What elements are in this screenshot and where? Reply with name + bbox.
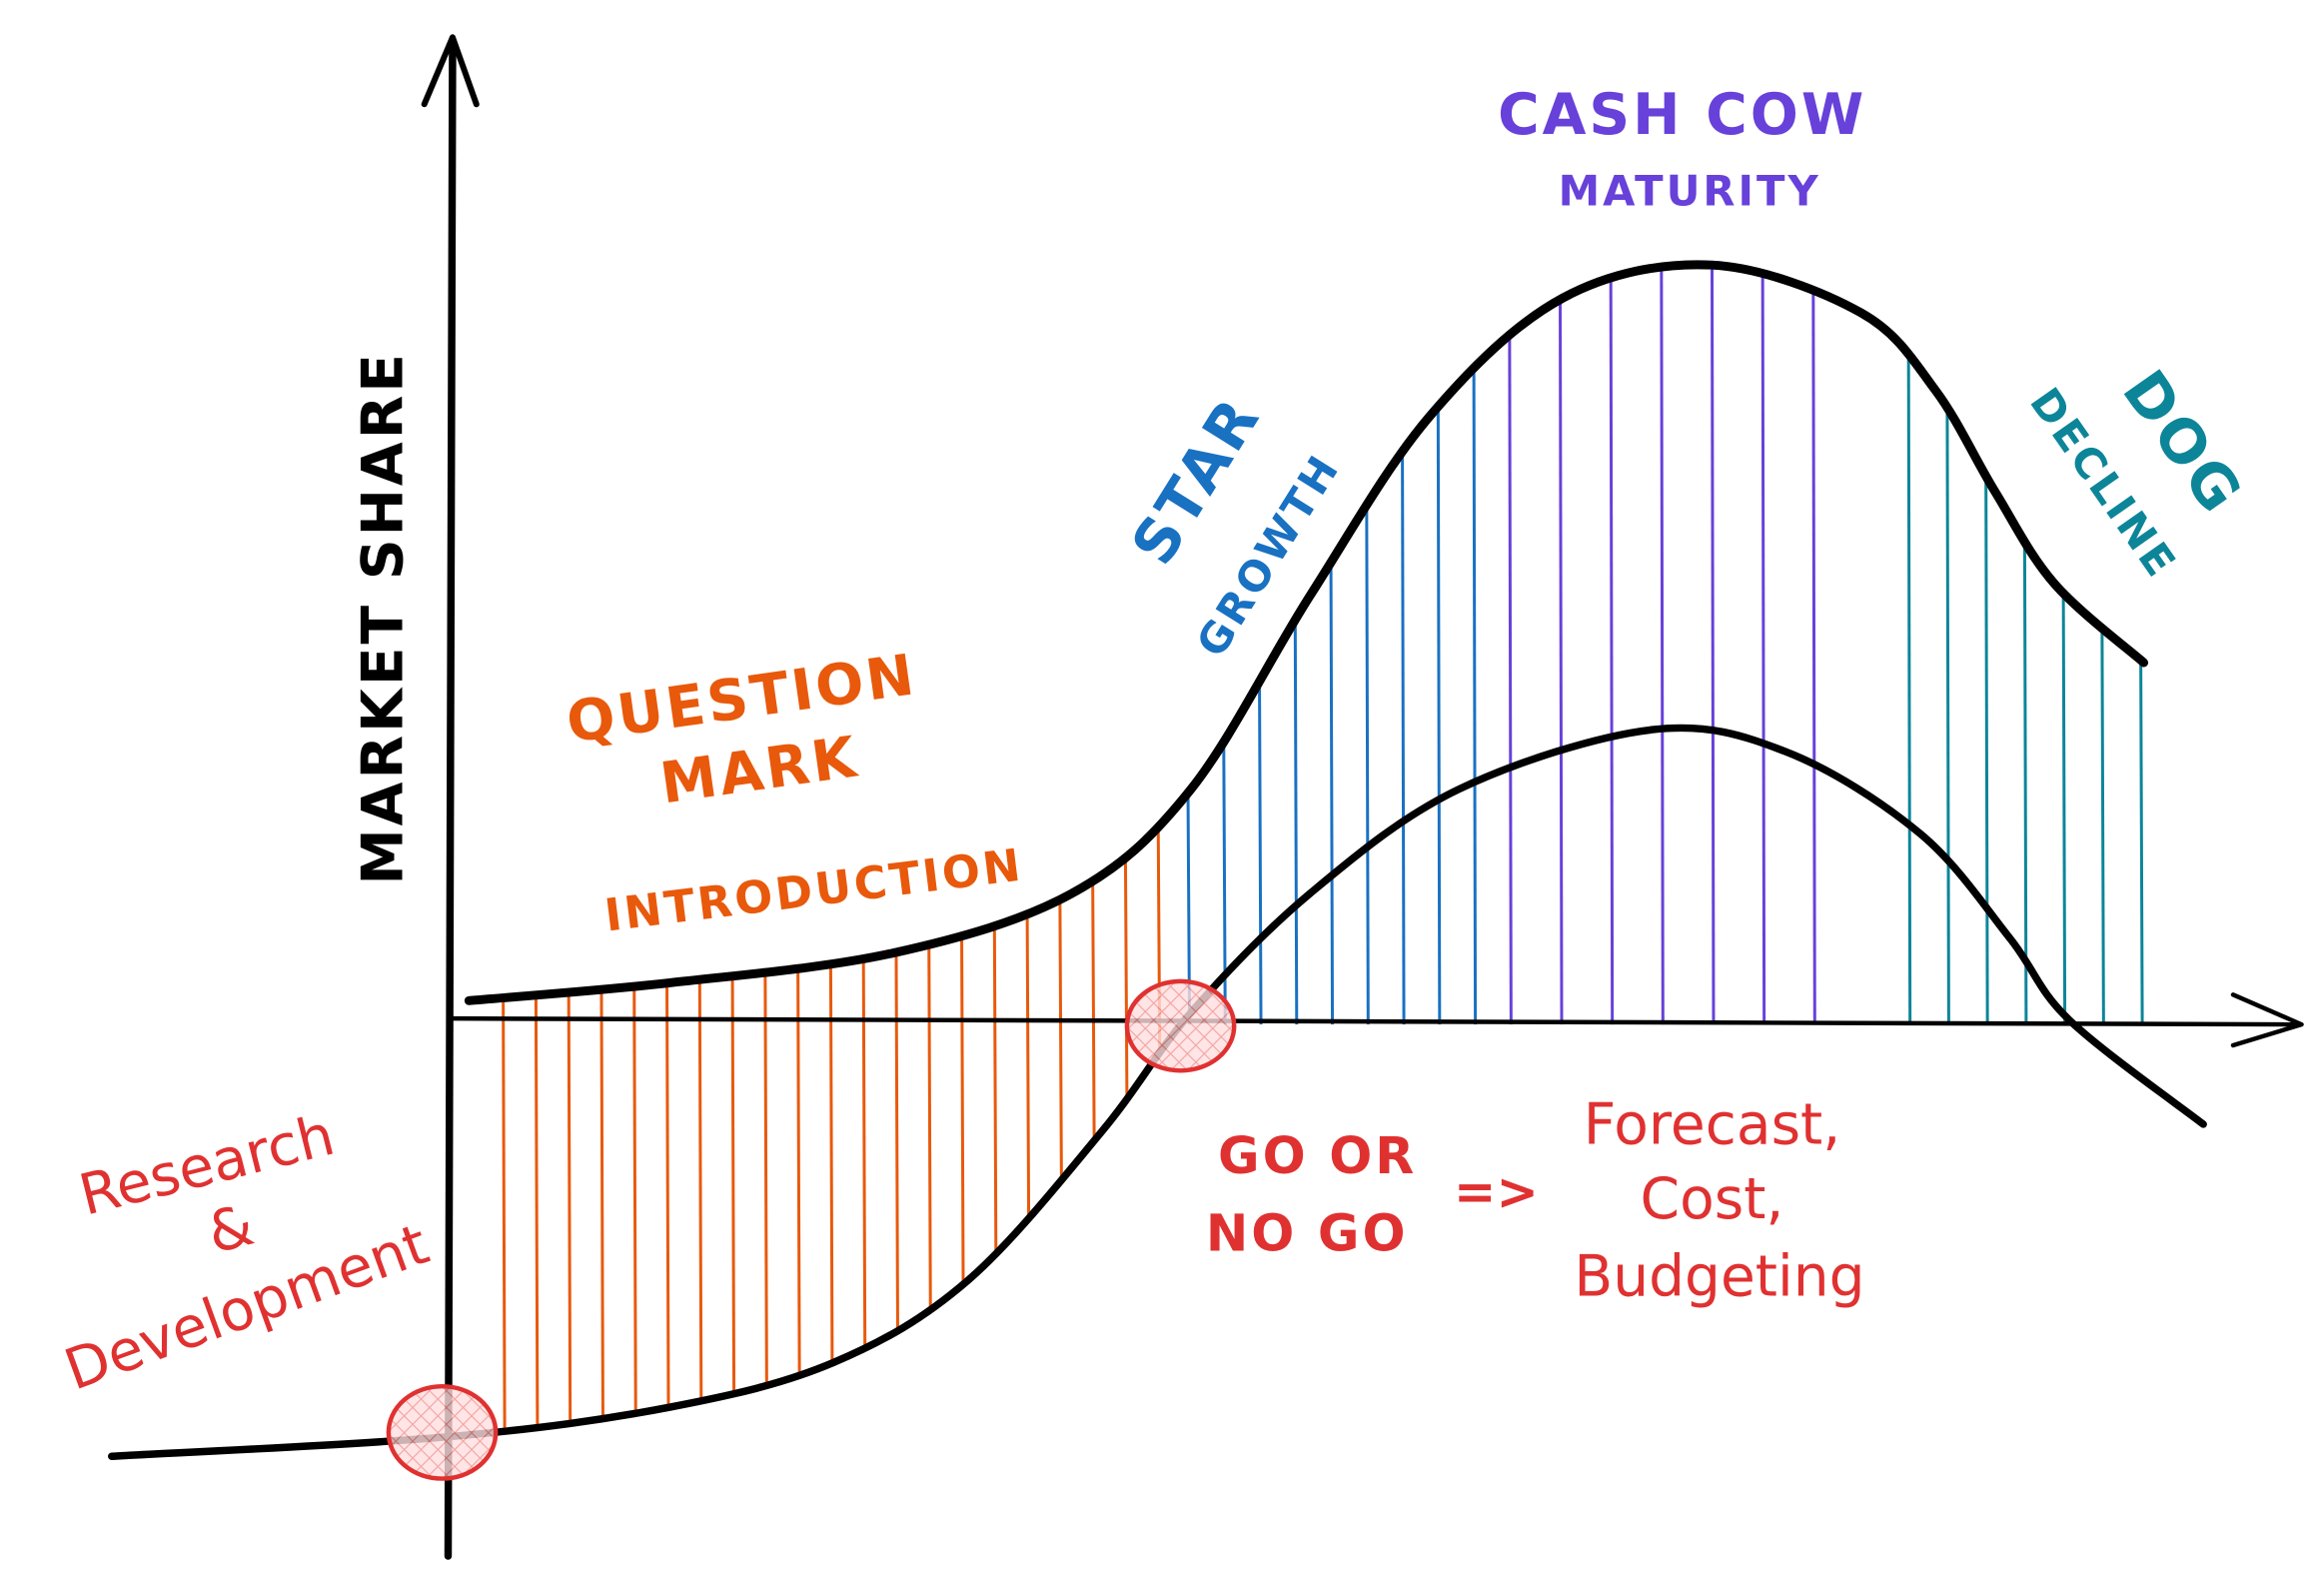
growth-hatch-line — [1436, 406, 1442, 1025]
growth-hatch-line — [1258, 681, 1263, 1025]
growth-hatch-line — [1222, 742, 1227, 1025]
maturity-hatch-line — [1508, 335, 1513, 1025]
growth-hatch-line — [1365, 505, 1370, 1025]
introduction-hatch-line — [1058, 899, 1063, 1182]
introduction-hatch-line — [927, 944, 932, 1311]
maturity-label: MATURITY — [1559, 167, 1821, 216]
introduction-hatch-line — [599, 989, 604, 1419]
y-axis — [444, 37, 457, 1560]
go-no-go-marker — [1124, 978, 1237, 1073]
introduction-hatch-line — [665, 982, 670, 1408]
introduction-hatch-line — [861, 958, 867, 1349]
maturity-hatch-line — [1811, 290, 1816, 1025]
introduction-hatch-line — [1123, 857, 1129, 1101]
maturity-hatch-line — [1711, 265, 1716, 1025]
growth-hatch-line — [1401, 451, 1406, 1025]
introduction-hatch-line — [763, 972, 768, 1386]
decline-hatch-line — [2061, 593, 2067, 1025]
introduction-hatch-line — [992, 925, 998, 1256]
introduction-hatch-line — [697, 979, 703, 1402]
growth-hatch-line — [1329, 562, 1335, 1025]
introduction-hatch-line — [1091, 880, 1096, 1143]
decline-hatch-line — [1984, 476, 1989, 1025]
arrow-label: => — [1454, 1162, 1539, 1221]
introduction-hatch-line — [730, 975, 736, 1395]
planning-line3: Budgeting — [1574, 1243, 1864, 1309]
introduction-label: INTRODUCTION — [601, 839, 1026, 942]
introduction-hatch-line — [894, 951, 899, 1332]
decline-hatch-line — [1945, 407, 1950, 1025]
decline-hatch-line — [2022, 542, 2028, 1025]
profit-curve — [108, 724, 2207, 1460]
cash-cow-title: CASH COW — [1498, 82, 1866, 148]
introduction-hatch-line — [567, 992, 573, 1424]
y-axis-arrowhead — [421, 34, 480, 108]
maturity-hatch-line — [1660, 267, 1665, 1025]
go-no-go-line1: GO OR — [1218, 1126, 1417, 1185]
x-axis-arrowhead — [2230, 992, 2304, 1048]
go-no-go-line2: NO GO — [1206, 1204, 1409, 1263]
introduction-hatch-line — [534, 994, 540, 1428]
planning-line1: Forecast, — [1584, 1091, 1841, 1157]
decline-hatch-line — [1906, 354, 1912, 1025]
decline-hatch-line — [2139, 660, 2144, 1025]
maturity-hatch-line — [1609, 277, 1615, 1025]
x-axis — [452, 1015, 2301, 1027]
rnd-start-marker — [386, 1383, 499, 1481]
maturity-hatch-line — [1559, 299, 1564, 1025]
y-axis-label: MARKET SHARE — [350, 351, 416, 885]
market-share-curve — [464, 260, 2149, 1005]
planning-line2: Cost, — [1641, 1166, 1784, 1232]
introduction-hatch-line — [502, 997, 507, 1432]
decline-hatch-line — [2100, 628, 2105, 1025]
growth-hatch-line — [1293, 620, 1299, 1025]
introduction-hatch-line — [1025, 913, 1031, 1220]
rnd-label-line2: & — [201, 1192, 260, 1267]
introduction-hatch-line — [960, 935, 965, 1286]
introduction-hatch-line — [632, 986, 637, 1414]
introduction-hatch-line — [828, 963, 834, 1364]
maturity-hatch-line — [1760, 273, 1766, 1025]
growth-hatch-line — [1472, 368, 1478, 1025]
introduction-hatch-line — [796, 968, 801, 1376]
